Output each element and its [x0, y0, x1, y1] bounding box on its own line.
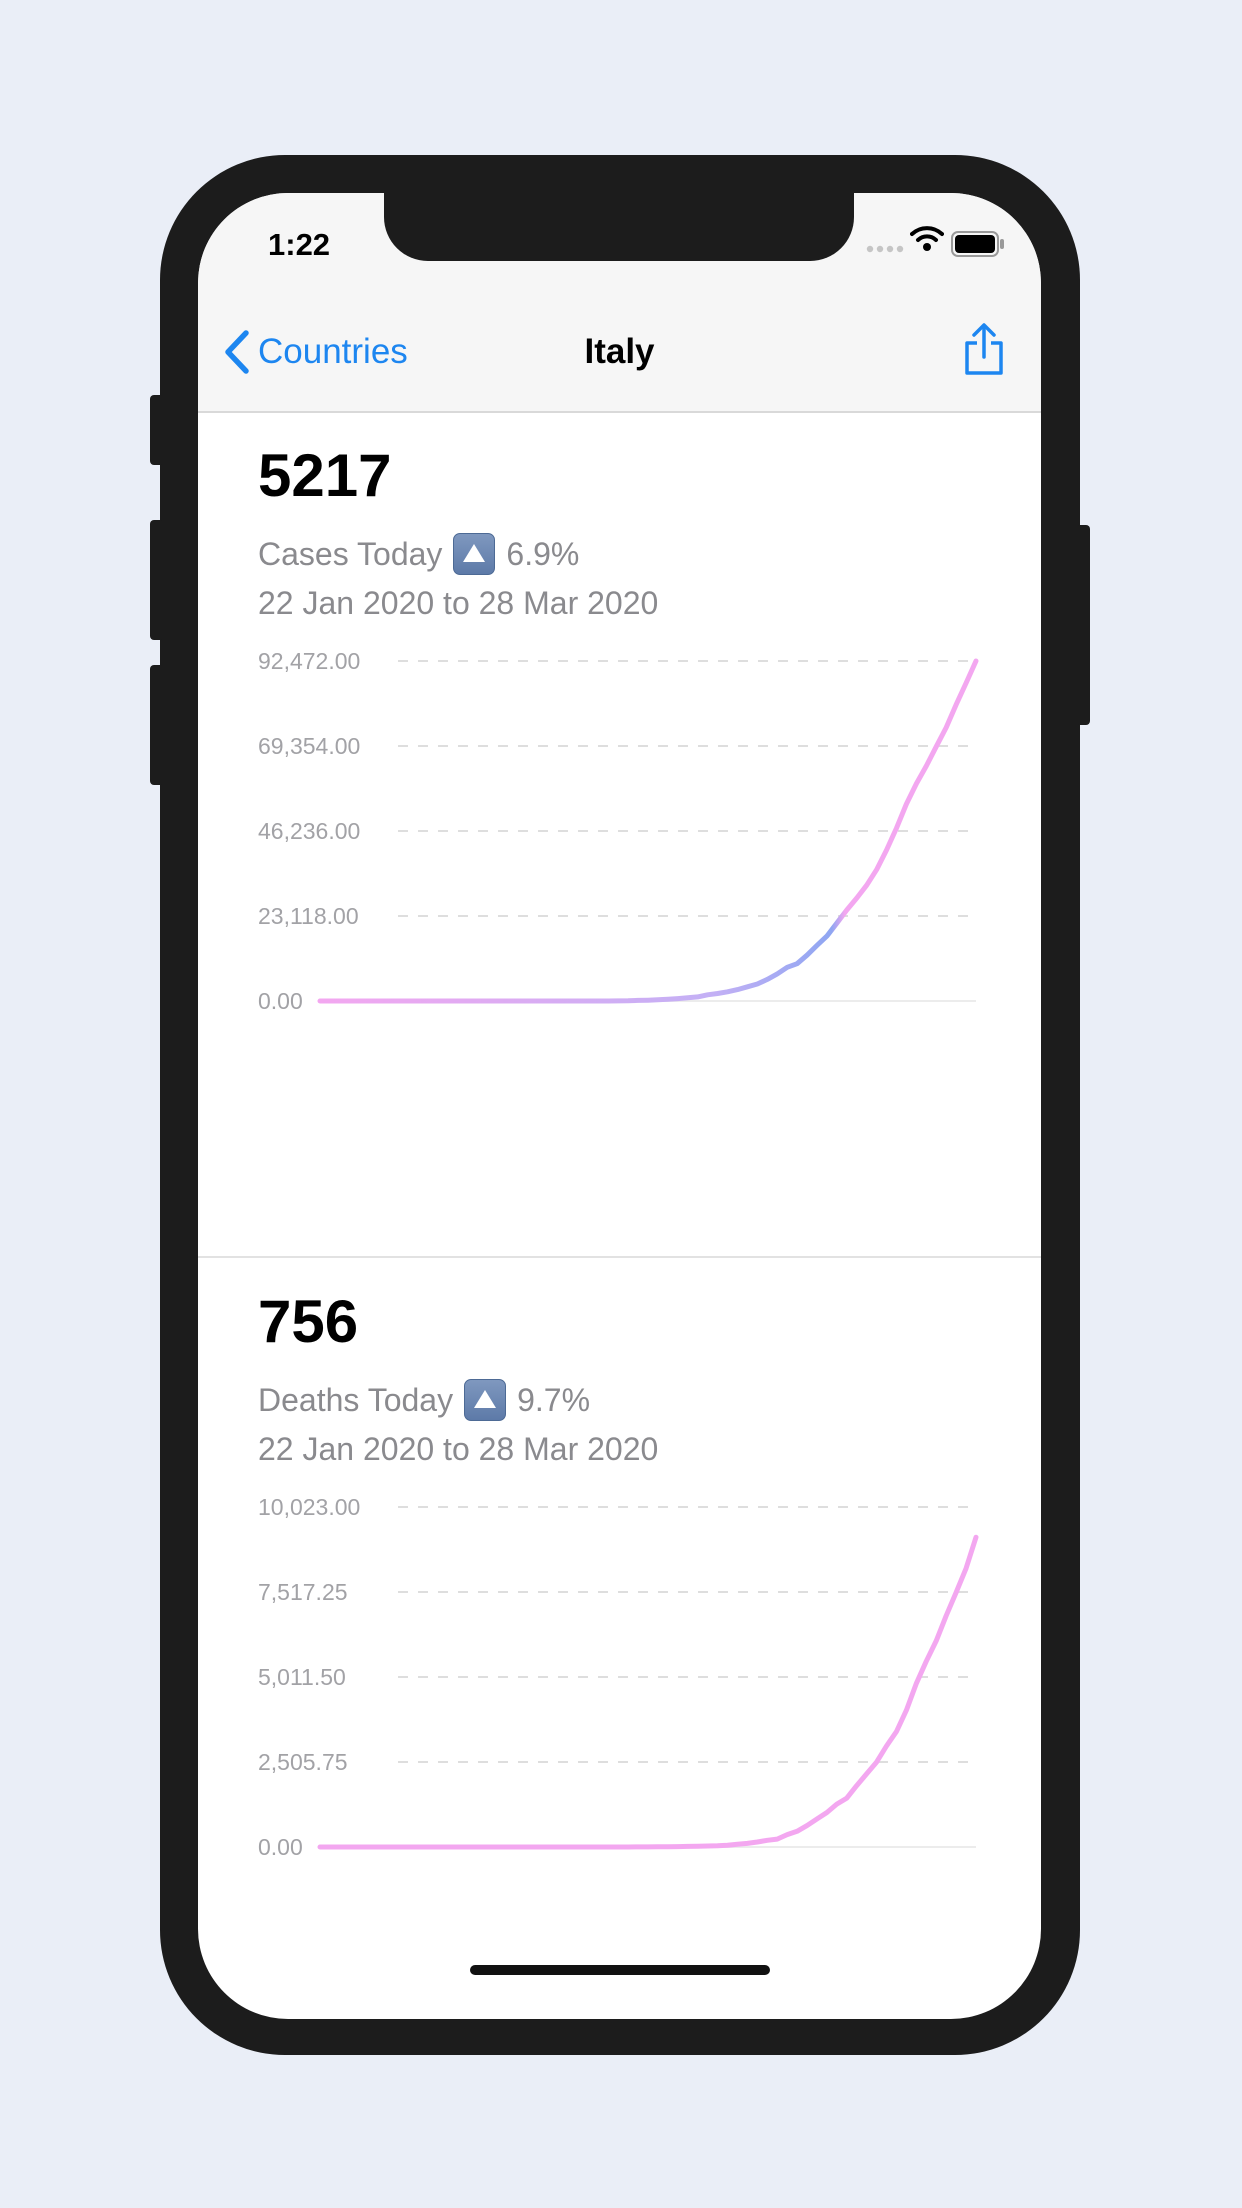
cases-date-range: 22 Jan 2020 to 28 Mar 2020 — [258, 585, 659, 621]
cases-change: 6.9% — [506, 535, 580, 572]
y-tick-label: 7,517.25 — [258, 1579, 348, 1605]
y-tick-label: 10,023.00 — [258, 1494, 360, 1520]
section-divider — [198, 1256, 1041, 1258]
cases-change-row: Cases Today 6.9% — [258, 533, 579, 575]
up-arrow-icon — [464, 1379, 507, 1421]
deaths-series-line — [317, 1534, 979, 1850]
phone-frame: 1:22 Countrie — [150, 155, 1090, 2055]
cases-series-line — [317, 658, 979, 1004]
back-button-label: Countries — [258, 332, 408, 371]
y-tick-label: 69,354.00 — [258, 733, 360, 759]
y-tick-label: 23,118.00 — [258, 903, 359, 929]
status-time: 1:22 — [268, 227, 331, 262]
deaths-count: 756 — [258, 1288, 359, 1355]
cases-label: Cases Today — [258, 535, 443, 572]
y-tick-label: 0.00 — [258, 1834, 303, 1860]
y-tick-label: 46,236.00 — [258, 818, 360, 844]
deaths-change: 9.7% — [517, 1381, 591, 1418]
volume-up-button — [150, 520, 164, 640]
signal-icon — [866, 245, 904, 253]
deaths-date-range: 22 Jan 2020 to 28 Mar 2020 — [258, 1431, 659, 1467]
y-tick-label: 2,505.75 — [258, 1749, 348, 1775]
power-button — [1076, 525, 1090, 725]
volume-down-button — [150, 665, 164, 785]
navigation-bar: Countries Italy — [198, 293, 1041, 413]
cases-count: 5217 — [258, 442, 392, 509]
cases-chart: 92,472.00 69,354.00 46,236.00 23,118.00 0.00 — [258, 648, 979, 1014]
deaths-label: Deaths Today — [258, 1381, 454, 1418]
notch — [384, 193, 854, 261]
deaths-change-row: Deaths Today 9.7% — [258, 1379, 590, 1421]
page-title: Italy — [584, 332, 655, 371]
y-tick-label: 92,472.00 — [258, 648, 360, 674]
battery-icon — [951, 231, 1004, 257]
back-button[interactable]: Countries — [220, 293, 408, 411]
up-arrow-icon — [453, 533, 496, 575]
home-indicator — [470, 1965, 770, 1975]
share-icon[interactable] — [962, 323, 1006, 377]
screen: 1:22 Countrie — [198, 193, 1041, 2019]
wifi-icon — [910, 226, 944, 251]
y-tick-label: 5,011.50 — [258, 1664, 346, 1690]
deaths-chart: 10,023.00 7,517.25 5,011.50 2,505.75 0.00 — [258, 1494, 979, 1860]
chevron-left-icon — [225, 330, 249, 374]
silent-switch — [150, 395, 164, 465]
y-tick-label: 0.00 — [258, 988, 303, 1014]
